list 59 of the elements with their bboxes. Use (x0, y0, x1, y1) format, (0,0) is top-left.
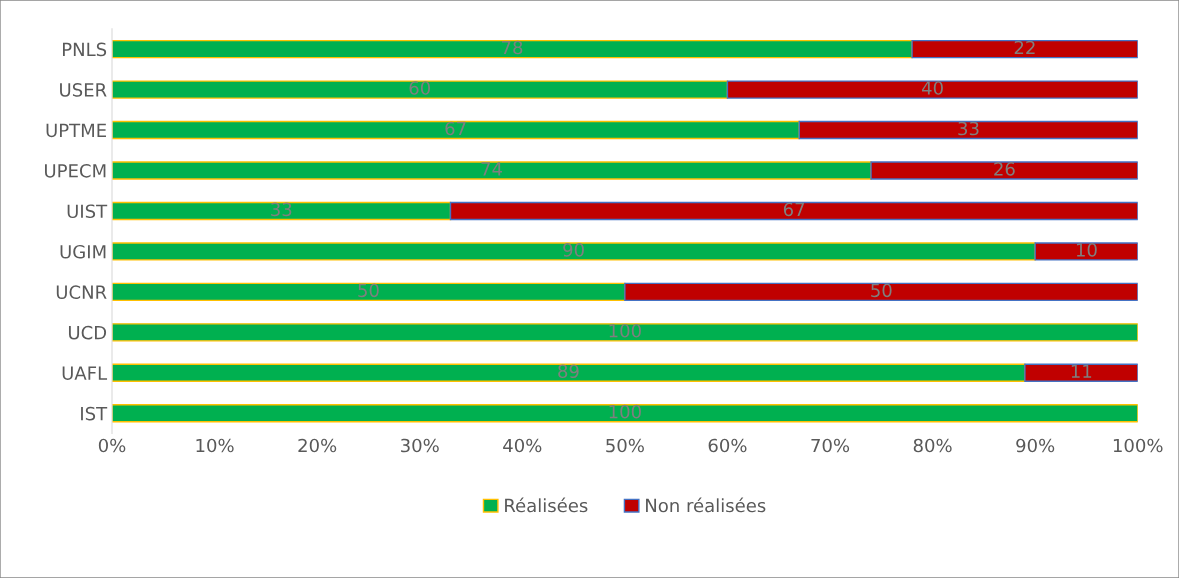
bar (112, 201, 452, 221)
x-tick-label: 60% (708, 438, 747, 453)
data-label: 33 (271, 202, 292, 217)
bar (112, 242, 1036, 261)
data-label: 74 (481, 162, 502, 176)
y-tick-label: UAFL (62, 366, 108, 380)
y-tick-label: IST (81, 406, 108, 421)
x-tick-label: 90% (1016, 438, 1055, 453)
data-label: 89 (558, 364, 579, 379)
bar (112, 282, 626, 302)
y-tick-label: UCD (68, 325, 107, 340)
bar (1024, 363, 1138, 383)
y-tick-label: UPTME (46, 123, 106, 138)
data-label: 60 (409, 81, 431, 95)
bar (112, 39, 913, 59)
y-tick-label: PNLS (63, 42, 107, 57)
x-tick-label: 80% (913, 438, 952, 453)
data-label: 26 (994, 162, 1015, 176)
x-tick-label: 10% (196, 438, 234, 453)
bar (112, 363, 1026, 383)
data-label: 11 (1071, 364, 1092, 378)
x-tick-label: 40% (503, 438, 542, 453)
x-tick-label: 70% (811, 438, 850, 453)
bar (112, 120, 800, 140)
y-tick-label: UIST (67, 204, 108, 219)
data-label: 90 (563, 243, 584, 257)
y-tick-label: UCNR (56, 285, 107, 300)
x-tick-label: 20% (298, 438, 337, 453)
bar (624, 282, 1138, 302)
data-label: 22 (1014, 40, 1035, 55)
data-label: 67 (783, 202, 805, 217)
bar (112, 404, 1138, 423)
data-label: 67 (445, 121, 466, 136)
legend-label: Non réalisées (646, 497, 766, 513)
x-tick-label: 30% (401, 438, 439, 453)
legend-label: Réalisées (505, 497, 588, 513)
data-label: 100 (609, 323, 641, 338)
bar (112, 161, 872, 180)
bar (870, 161, 1138, 180)
x-tick-label: 0% (98, 438, 126, 453)
data-label: 100 (609, 404, 641, 419)
data-label: 10 (1076, 243, 1097, 257)
bar (911, 39, 1138, 59)
data-label: 40 (921, 81, 943, 95)
bar (112, 323, 1138, 342)
bar (798, 120, 1138, 140)
x-tick-label: 50% (606, 438, 644, 453)
y-tick-label: UPECM (45, 163, 106, 178)
data-label: 50 (871, 283, 892, 298)
bar (112, 80, 729, 99)
y-tick-label: UGIM (60, 244, 106, 259)
data-label: 78 (502, 40, 523, 55)
bar (449, 201, 1138, 221)
data-label: 50 (358, 283, 379, 298)
data-label: 33 (958, 121, 979, 136)
x-tick-label: 100% (1113, 438, 1163, 453)
y-tick-label: USER (60, 83, 107, 97)
bar (726, 80, 1138, 99)
bar (1034, 242, 1138, 261)
